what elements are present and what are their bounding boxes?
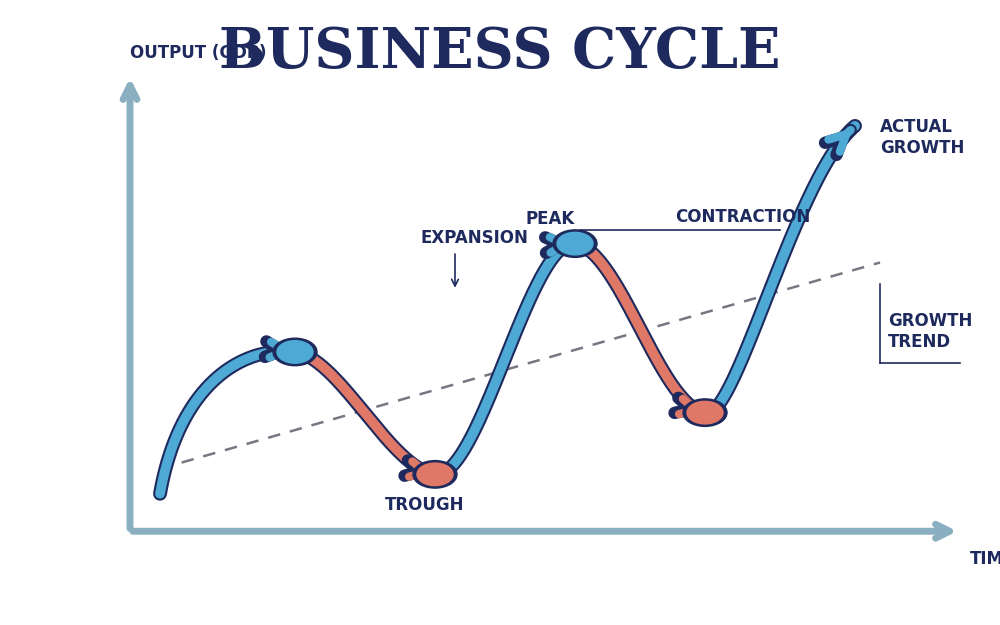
Text: OUTPUT (GDP): OUTPUT (GDP) [130,44,266,62]
Circle shape [683,399,727,426]
Circle shape [273,338,317,366]
Text: TROUGH: TROUGH [385,496,465,514]
Text: GROWTH
TREND: GROWTH TREND [888,312,972,351]
Text: BUSINESS CYCLE: BUSINESS CYCLE [219,25,781,80]
Text: PEAK: PEAK [525,210,575,228]
Circle shape [553,230,597,258]
Circle shape [557,232,593,255]
Text: TIME: TIME [970,550,1000,568]
Circle shape [413,461,457,488]
Circle shape [277,341,313,363]
Circle shape [687,401,723,424]
Text: EXPANSION: EXPANSION [420,229,528,247]
Circle shape [417,463,453,486]
Text: CONTRACTION: CONTRACTION [675,208,810,226]
Text: ACTUAL
GROWTH: ACTUAL GROWTH [880,118,964,157]
